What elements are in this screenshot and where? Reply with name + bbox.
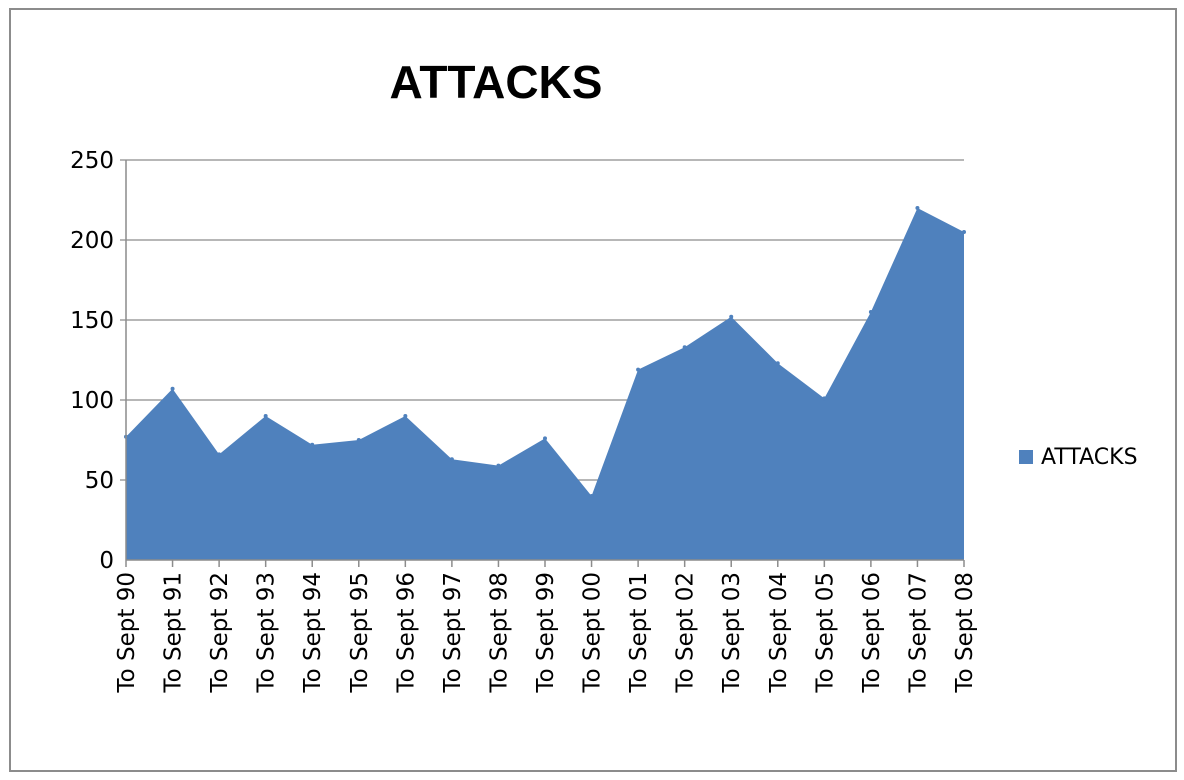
- x-tick-label: To Sept 01: [626, 572, 652, 693]
- series-area: [126, 208, 964, 560]
- data-point: [217, 452, 222, 457]
- y-tick-label: 50: [85, 468, 114, 494]
- x-tick-label: To Sept 08: [952, 572, 978, 693]
- plot-area: [124, 206, 966, 560]
- legend-swatch: [1019, 450, 1033, 464]
- x-tick-label: To Sept 91: [161, 572, 187, 693]
- x-tick-label: To Sept 02: [673, 572, 699, 693]
- x-tick-label: To Sept 90: [114, 572, 140, 693]
- data-point: [170, 386, 175, 391]
- chart-frame: ATTACKS 0 50 100 150 200 250 To Sept 90 To Sep…: [9, 8, 1177, 772]
- y-axis-ticks: 0 50 100 150 200 250: [70, 148, 114, 574]
- x-tick-label: To Sept 97: [440, 572, 466, 693]
- data-point: [682, 345, 687, 350]
- y-tick-label: 250: [70, 148, 114, 174]
- y-tick-label: 100: [70, 388, 114, 414]
- x-tick-label: To Sept 07: [905, 572, 931, 693]
- x-tick-label: To Sept 93: [254, 572, 280, 693]
- data-point: [636, 367, 641, 372]
- data-point: [775, 361, 780, 366]
- data-point: [356, 438, 361, 442]
- chart-title: ATTACKS: [390, 56, 603, 108]
- axes: [125, 160, 965, 567]
- data-point: [310, 442, 315, 447]
- data-point: [263, 414, 268, 418]
- data-point: [543, 436, 547, 441]
- legend-label: ATTACKS: [1041, 445, 1138, 470]
- x-tick-label: To Sept 99: [533, 572, 559, 693]
- legend: ATTACKS: [1019, 445, 1138, 470]
- x-tick-label: To Sept 95: [347, 572, 373, 693]
- x-tick-label: To Sept 04: [766, 572, 792, 693]
- x-axis-ticks: To Sept 90 To Sept 91 To Sept 92 To Sept 93…: [114, 572, 978, 693]
- x-tick-label: To Sept 03: [719, 572, 745, 693]
- x-tick-label: To Sept 92: [207, 572, 233, 693]
- x-tick-label: To Sept 94: [300, 572, 326, 693]
- x-tick-label: To Sept 96: [393, 572, 419, 693]
- data-point: [729, 314, 734, 319]
- y-tick-label: 150: [70, 308, 114, 334]
- y-tick-label: 200: [70, 228, 114, 254]
- data-point: [589, 494, 594, 498]
- data-point: [962, 230, 966, 234]
- x-tick-label: To Sept 00: [580, 572, 606, 693]
- data-point: [496, 463, 501, 468]
- y-tick-label: 0: [99, 548, 114, 574]
- data-point: [868, 310, 873, 314]
- x-tick-label: To Sept 05: [812, 572, 838, 693]
- x-tick-label: To Sept 06: [859, 572, 885, 693]
- x-tick-label: To Sept 98: [486, 572, 512, 693]
- data-point: [449, 457, 454, 462]
- data-point: [403, 414, 408, 418]
- data-point: [822, 396, 827, 401]
- data-point: [915, 206, 920, 210]
